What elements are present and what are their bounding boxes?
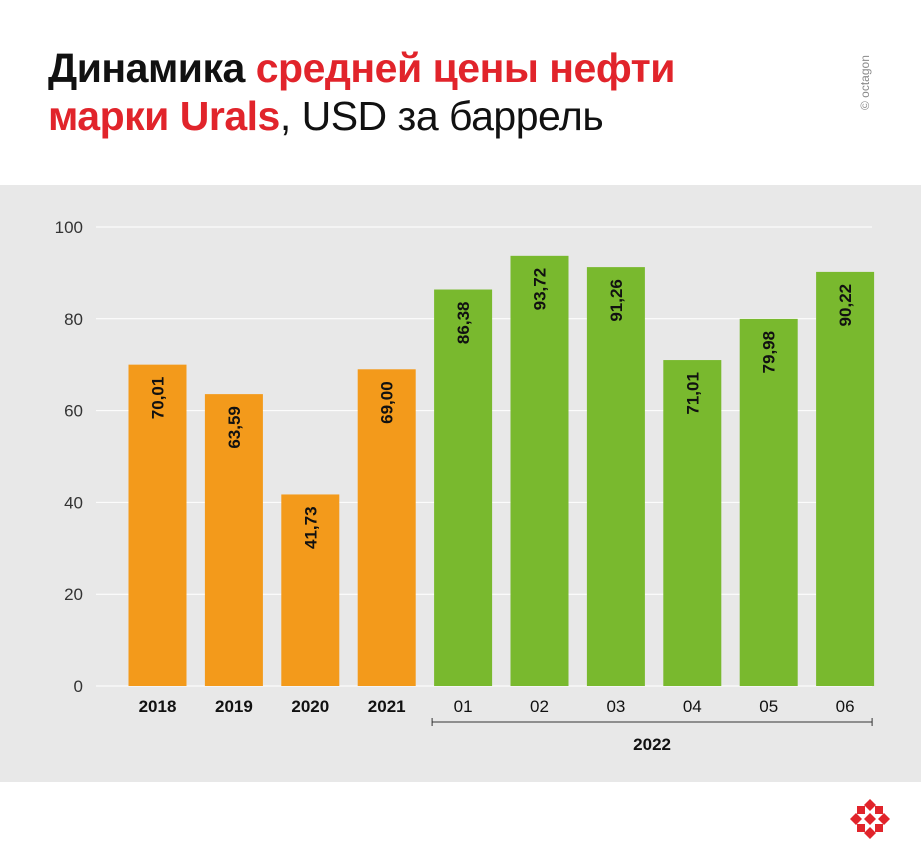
bar (357, 369, 416, 686)
group-label-2022: 2022 (633, 735, 671, 754)
x-tick-label: 03 (606, 697, 625, 716)
x-tick-label: 04 (683, 697, 702, 716)
bar-value-label: 93,72 (531, 268, 550, 311)
x-tick-label: 2021 (368, 697, 406, 716)
bar-value-label: 79,98 (760, 331, 779, 374)
x-tick-label: 02 (530, 697, 549, 716)
bar (434, 289, 493, 686)
bar-value-label: 69,00 (378, 381, 397, 424)
bar (663, 360, 722, 686)
bar-value-label: 91,26 (607, 279, 626, 322)
chart-title: Динамика средней цены нефти марки Urals, … (48, 44, 675, 140)
y-tick-label: 100 (55, 218, 83, 237)
y-tick-label: 80 (64, 310, 83, 329)
bar (816, 271, 875, 686)
octagon-logo-icon (850, 799, 890, 839)
bar-value-label: 41,73 (301, 506, 320, 549)
y-tick-label: 20 (64, 585, 83, 604)
bar-value-label: 90,22 (836, 284, 855, 327)
title-part-1: Динамика (48, 45, 256, 91)
bar (281, 494, 340, 686)
bar (739, 318, 798, 686)
y-tick-label: 40 (64, 493, 83, 512)
bar-value-label: 71,01 (683, 372, 702, 415)
x-tick-label: 01 (454, 697, 473, 716)
title-part-2: средней цены нефти (255, 45, 676, 91)
title-part-3: марки Urals (48, 93, 280, 139)
bar-value-label: 86,38 (454, 302, 473, 345)
bar (128, 364, 187, 686)
y-tick-label: 0 (74, 677, 83, 696)
x-tick-label: 2018 (139, 697, 177, 716)
bar (204, 394, 263, 686)
x-tick-label: 05 (759, 697, 778, 716)
x-tick-label: 2020 (291, 697, 329, 716)
x-tick-label: 2019 (215, 697, 253, 716)
y-tick-label: 60 (64, 402, 83, 421)
bar-value-label: 70,01 (149, 377, 168, 420)
bar (586, 267, 645, 686)
bar-value-label: 63,59 (225, 406, 244, 449)
bar (510, 255, 569, 686)
x-tick-label: 06 (836, 697, 855, 716)
title-part-4: , USD за баррель (279, 93, 604, 139)
